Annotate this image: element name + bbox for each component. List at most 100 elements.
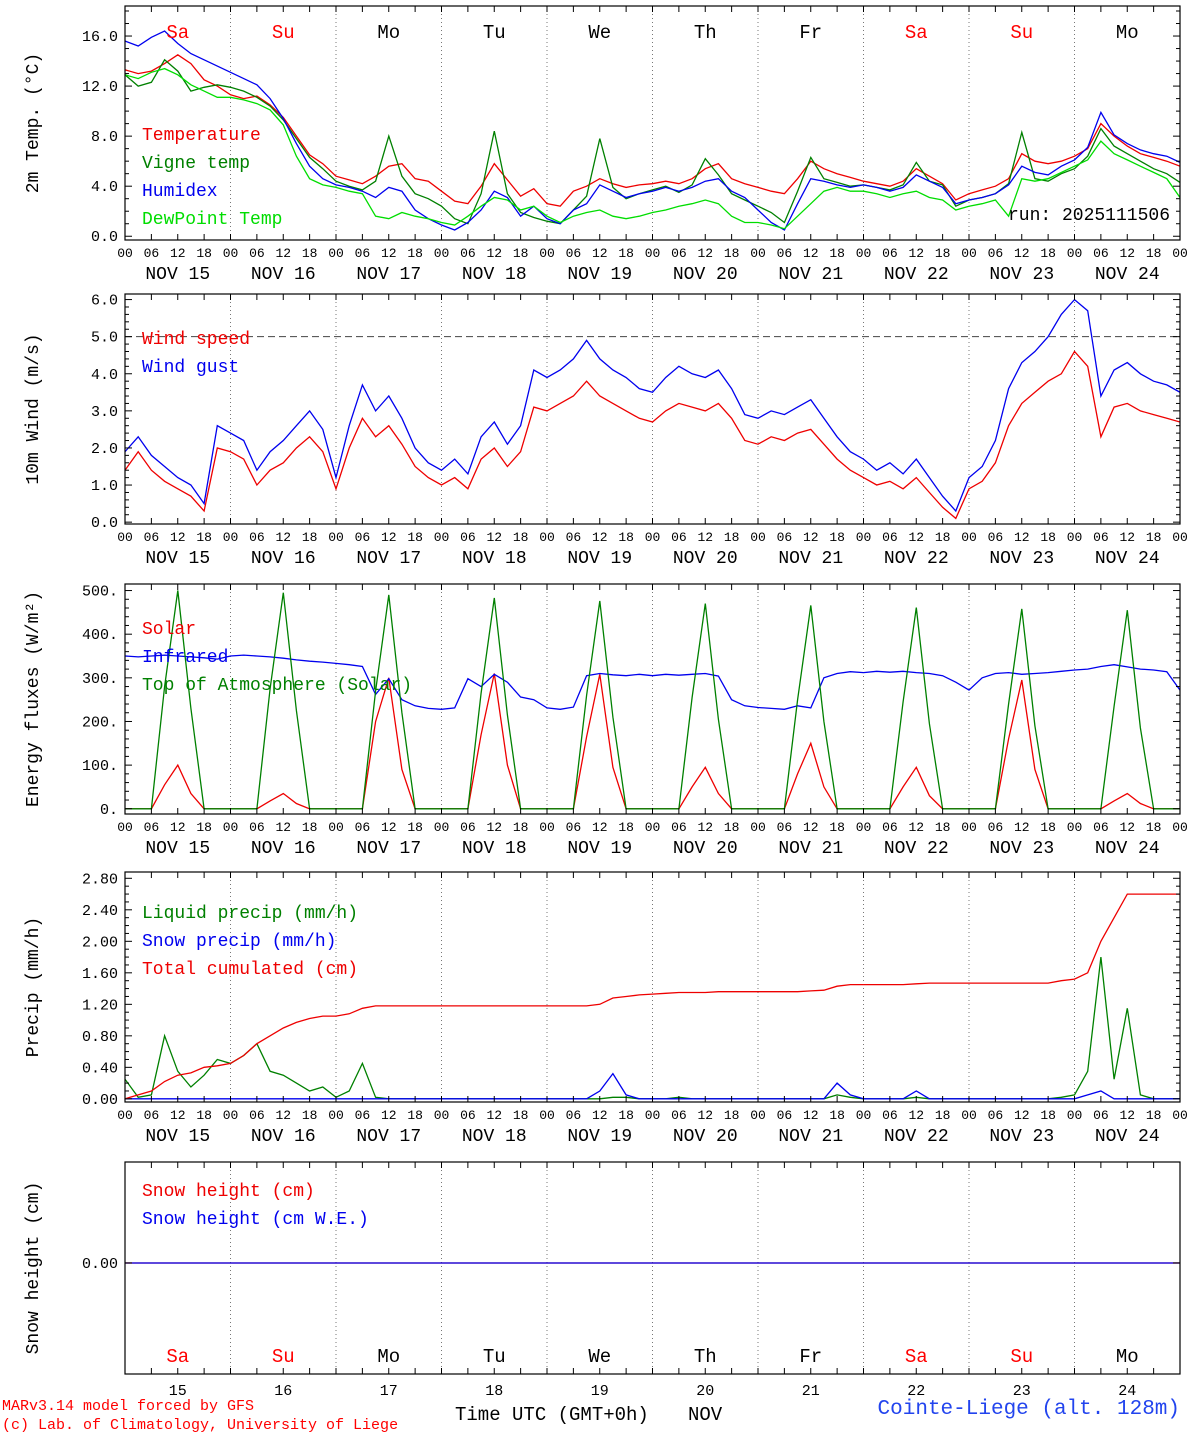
day-number-label: 20 bbox=[696, 1383, 714, 1400]
y-tick-label: 0.80 bbox=[82, 1029, 118, 1046]
day-name-label: Fr bbox=[799, 22, 822, 44]
hour-tick-label: 06 bbox=[882, 530, 898, 545]
hour-tick-label: 12 bbox=[170, 530, 186, 545]
day-name-label: Th bbox=[694, 1346, 717, 1368]
hour-tick-label: 00 bbox=[1172, 246, 1188, 261]
hour-tick-label: 06 bbox=[988, 1108, 1004, 1123]
hour-tick-label: 00 bbox=[434, 530, 450, 545]
day-name-label: Mo bbox=[377, 1346, 400, 1368]
hour-tick-label: 00 bbox=[1067, 246, 1083, 261]
hour-tick-label: 18 bbox=[1040, 1108, 1056, 1123]
hour-tick-label: 12 bbox=[803, 246, 819, 261]
hour-tick-label: 12 bbox=[170, 820, 186, 835]
day-name-label: Mo bbox=[377, 22, 400, 44]
y-tick-label: 0.0 bbox=[91, 515, 118, 532]
hour-tick-label: 06 bbox=[882, 246, 898, 261]
hour-tick-label: 06 bbox=[249, 1108, 265, 1123]
day-number-label: 17 bbox=[380, 1383, 398, 1400]
y-tick-label: 12.0 bbox=[82, 79, 118, 96]
hour-tick-label: 06 bbox=[355, 1108, 371, 1123]
hour-tick-label: 00 bbox=[1172, 820, 1188, 835]
hour-tick-label: 18 bbox=[196, 530, 212, 545]
hour-tick-label: 00 bbox=[856, 1108, 872, 1123]
series-snow-precip-mm-h bbox=[125, 1072, 1180, 1100]
hour-tick-label: 12 bbox=[275, 246, 291, 261]
hour-tick-label: 12 bbox=[592, 246, 608, 261]
date-label: NOV 19 bbox=[567, 839, 632, 859]
hour-tick-label: 06 bbox=[988, 820, 1004, 835]
hour-tick-label: 00 bbox=[961, 1108, 977, 1123]
hour-tick-label: 12 bbox=[1014, 1108, 1030, 1123]
hour-tick-label: 12 bbox=[170, 246, 186, 261]
y-tick-label: 200. bbox=[82, 714, 118, 731]
day-name-label: Th bbox=[694, 22, 717, 44]
hour-tick-label: 00 bbox=[645, 820, 661, 835]
y-tick-label: 2.40 bbox=[82, 903, 118, 920]
date-label: NOV 20 bbox=[673, 839, 738, 859]
y-tick-label: 6.0 bbox=[91, 293, 118, 310]
series-wind-speed bbox=[125, 350, 1180, 520]
series-vigne-temp bbox=[125, 58, 1180, 225]
day-number-label: 19 bbox=[591, 1383, 609, 1400]
hour-tick-label: 00 bbox=[961, 246, 977, 261]
hour-tick-label: 00 bbox=[328, 820, 344, 835]
y-axis-title-energy: Energy fluxes (W/m²) bbox=[24, 590, 44, 808]
day-name-label: We bbox=[588, 1346, 611, 1368]
x-axis-label: Time UTC (GMT+0h) bbox=[455, 1404, 649, 1426]
hour-tick-label: 06 bbox=[988, 530, 1004, 545]
y-axis-title-precip: Precip (mm/h) bbox=[24, 916, 44, 1058]
legend-wind-gust: Wind gust bbox=[142, 358, 239, 378]
hour-tick-label: 06 bbox=[566, 246, 582, 261]
y-tick-label: 5.0 bbox=[91, 330, 118, 347]
legend-infrared: Infrared bbox=[142, 648, 228, 668]
hour-tick-label: 18 bbox=[1146, 820, 1162, 835]
hour-tick-label: 06 bbox=[249, 246, 265, 261]
panel-frame bbox=[124, 293, 1181, 525]
hour-tick-label: 06 bbox=[882, 820, 898, 835]
legend-top-of-atmosphere-solar: Top of Atmosphere (Solar) bbox=[142, 676, 412, 696]
hour-tick-label: 00 bbox=[856, 820, 872, 835]
hour-tick-label: 18 bbox=[829, 530, 845, 545]
hour-tick-label: 00 bbox=[961, 530, 977, 545]
hour-tick-label: 12 bbox=[697, 246, 713, 261]
date-label: NOV 15 bbox=[145, 839, 210, 859]
hour-tick-label: 06 bbox=[1093, 246, 1109, 261]
date-label: NOV 24 bbox=[1095, 549, 1160, 569]
hour-tick-label: 00 bbox=[1172, 1108, 1188, 1123]
hour-tick-label: 18 bbox=[196, 246, 212, 261]
day-number-label: 15 bbox=[169, 1383, 187, 1400]
hour-tick-label: 12 bbox=[592, 1108, 608, 1123]
y-tick-label: 1.0 bbox=[91, 478, 118, 495]
hour-tick-label: 18 bbox=[1146, 246, 1162, 261]
hour-tick-label: 00 bbox=[645, 246, 661, 261]
date-label: NOV 19 bbox=[567, 1127, 632, 1147]
hour-tick-label: 18 bbox=[618, 820, 634, 835]
hour-tick-label: 06 bbox=[671, 820, 687, 835]
day-name-label: Sa bbox=[166, 1346, 189, 1368]
legend-humidex: Humidex bbox=[142, 182, 218, 202]
hour-tick-label: 06 bbox=[988, 246, 1004, 261]
day-name-label: Sa bbox=[905, 22, 928, 44]
date-label: NOV 16 bbox=[251, 839, 316, 859]
hour-tick-label: 00 bbox=[539, 246, 555, 261]
y-axis-title-wind: 10m Wind (m/s) bbox=[24, 333, 44, 485]
date-label: NOV 21 bbox=[778, 265, 843, 285]
hour-tick-label: 18 bbox=[302, 530, 318, 545]
date-label: NOV 24 bbox=[1095, 1127, 1160, 1147]
hour-tick-label: 18 bbox=[1040, 246, 1056, 261]
hour-tick-label: 00 bbox=[750, 820, 766, 835]
y-axis-title-snow-height: Snow height (cm) bbox=[24, 1181, 44, 1355]
panel-frame bbox=[124, 583, 1181, 815]
series-total-cumulated-cm bbox=[125, 893, 1180, 1100]
hour-tick-label: 12 bbox=[908, 246, 924, 261]
y-tick-label: 2.80 bbox=[82, 871, 118, 888]
day-name-label: Tu bbox=[483, 1346, 506, 1368]
hour-tick-label: 12 bbox=[1014, 530, 1030, 545]
hour-tick-label: 06 bbox=[566, 1108, 582, 1123]
hour-tick-label: 06 bbox=[144, 530, 160, 545]
day-name-label: Su bbox=[272, 1346, 295, 1368]
y-tick-label: 500. bbox=[82, 584, 118, 601]
hour-tick-label: 18 bbox=[724, 1108, 740, 1123]
date-label: NOV 16 bbox=[251, 549, 316, 569]
